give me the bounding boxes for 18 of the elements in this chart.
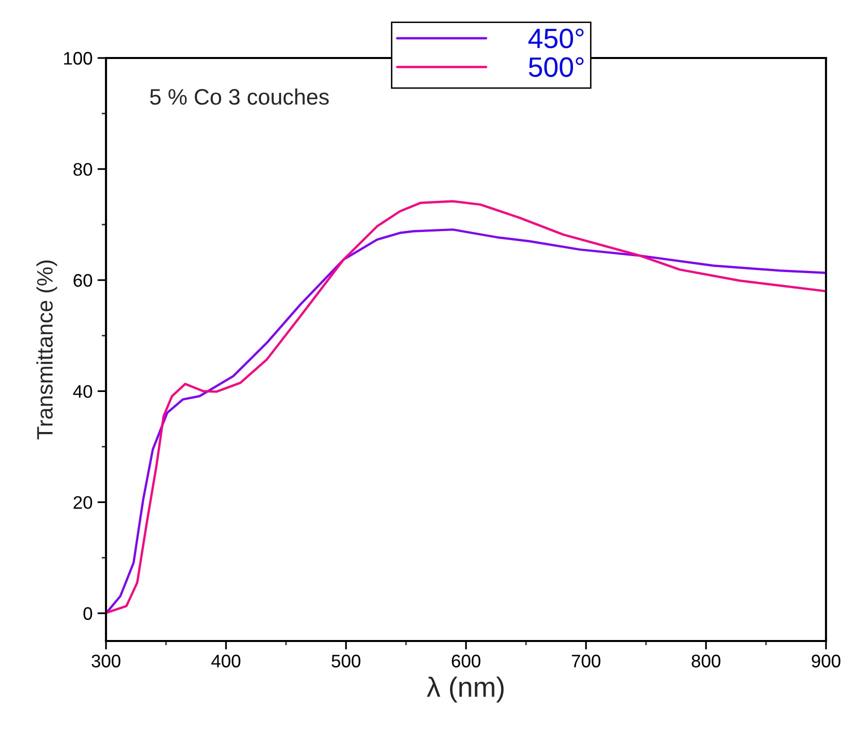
y-tick-label: 20 <box>74 496 92 509</box>
x-axis-title: λ (nm) <box>426 676 504 702</box>
y-tick-label: 80 <box>74 162 92 176</box>
x-tick-label: 500 <box>332 654 360 668</box>
y-tick-label: 60 <box>74 274 92 287</box>
x-tick-label: 300 <box>92 654 120 668</box>
y-tick-label: 0 <box>83 607 92 620</box>
y-axis-title: Transmittance (%) <box>36 260 58 440</box>
annotation: 5 % Co 3 couches <box>150 88 329 105</box>
x-tick-label: 800 <box>692 654 720 668</box>
x-tick-label: 600 <box>452 654 480 668</box>
x-tick-label: 700 <box>572 654 600 668</box>
x-tick-label: 900 <box>812 654 840 668</box>
y-tick-label: 100 <box>64 52 92 65</box>
x-tick-label: 400 <box>211 654 240 668</box>
y-tick-label: 40 <box>73 385 92 398</box>
legend-label: 500° <box>528 57 584 77</box>
legend-label: 450° <box>528 28 584 48</box>
